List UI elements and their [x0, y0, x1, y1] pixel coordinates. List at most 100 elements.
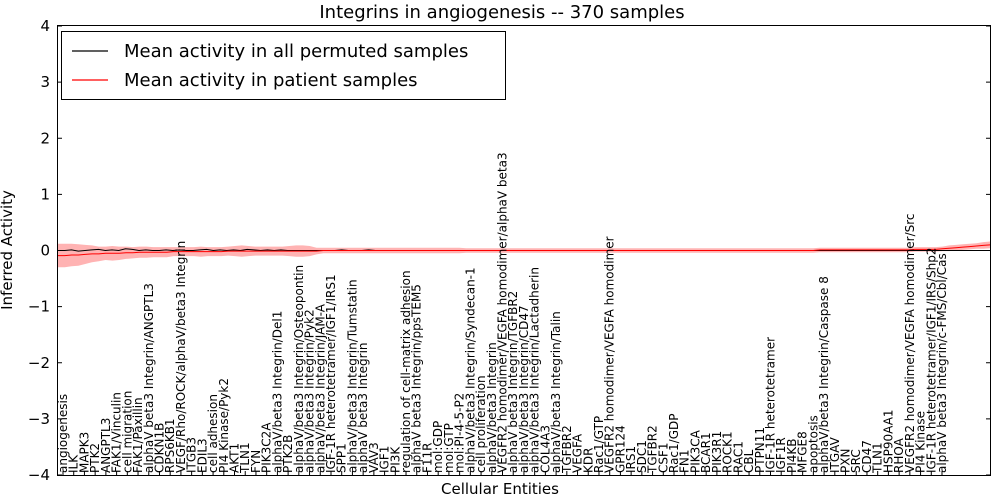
entity-label: TGFBR2 — [646, 425, 660, 474]
entity-label: TLN1 — [871, 442, 885, 474]
entity-label: PIK3CA — [689, 429, 703, 473]
entity-label: IRS1 — [624, 446, 638, 473]
entity-label: PTK2 — [88, 443, 102, 473]
entity-label: alphaV beta3 Integrin/TGFBR2 — [506, 291, 520, 473]
entity-label: PI4 Kinase/Pyk2 — [217, 378, 231, 473]
entity-label: AKT1 — [228, 443, 242, 473]
patient-confidence-band — [58, 241, 990, 268]
entity-label: Rac1/GDP — [667, 414, 681, 473]
entity-label: alphaV/beta3 Integrin/Talin — [549, 311, 563, 473]
entity-label: RHOA — [892, 437, 906, 473]
entity-label: PI4KB — [785, 438, 799, 473]
entity-label: PIK3C2A — [260, 422, 274, 473]
entity-label: alphaV/beta3 Integrin/JAM-A — [313, 303, 327, 473]
entity-label: FAK1/Paxillin — [131, 397, 145, 473]
entity-label: mol:GTP — [442, 423, 456, 473]
entity-label: alphaV/beta3 Integrin/Osteopontin — [292, 265, 306, 473]
entity-label: RAC1 — [731, 441, 745, 473]
entity-label: apoptosis — [806, 415, 820, 473]
entity-label: ROCK1 — [721, 431, 735, 473]
entity-label: alphaV/beta3 Integrin/Del1 — [270, 311, 284, 473]
y-tick-label: −4 — [28, 466, 50, 484]
entity-label: TGFBR2 — [560, 425, 574, 474]
entity-label: RPS6KB1 — [163, 418, 177, 473]
entity-label: PI3K — [388, 446, 402, 473]
entity-label: SPP1 — [335, 443, 349, 473]
entity-label: VEGFR2 homodimer/VEGFA homodimer/alphaV … — [496, 152, 510, 473]
entity-label: alphaV beta3 Integrin/ANGPTL3 — [142, 283, 156, 473]
entity-label: VEGFA — [571, 433, 585, 473]
y-tick-label: 2 — [40, 129, 50, 147]
entity-label: mol:PI-4-5-P2 — [453, 393, 467, 473]
entity-label: Rac1/GTP — [592, 416, 606, 473]
series-line-patient — [58, 244, 991, 257]
entity-label: VAV3 — [367, 442, 381, 473]
legend-box — [61, 31, 506, 100]
x-axis-label: Cellular Entities — [441, 480, 559, 498]
y-axis: −4 −3 −2 −1 0 1 2 3 4 — [28, 17, 990, 484]
entity-label: alphaV/beta3 Integrin/Syndecan-1 — [463, 267, 477, 473]
entity-label: IGF-1R heterotetramer/IGF1/IRS/Shp2 — [924, 247, 938, 473]
entity-label: alphaV/beta3 Integrin — [485, 342, 499, 473]
entity-label: cell adhesion — [206, 394, 220, 473]
entity-label: TLN1 — [238, 442, 252, 474]
y-tick-label: −1 — [28, 298, 50, 316]
entity-label: IGF1R — [774, 437, 788, 473]
entity-label: HSP90AA1 — [881, 409, 895, 473]
legend-label-permuted: Mean activity in all permuted samples — [124, 41, 468, 62]
entity-label: ANGPTL3 — [99, 418, 113, 473]
entity-label: PXN — [839, 449, 853, 473]
entity-label: PTPN11 — [753, 427, 767, 473]
entity-label: alphaV beta3 Integrin — [356, 342, 370, 473]
entity-label: SDC1 — [635, 440, 649, 473]
entity-label: alphaV beta3 Integrin/ppsTEM5 — [410, 284, 424, 473]
entity-label: FN1 — [678, 449, 692, 473]
y-tick-label: 3 — [40, 73, 50, 91]
entity-label: VEGF/Rho/ROCK/alphaV/beta3 Integrin — [174, 241, 188, 473]
plot-area — [58, 241, 991, 268]
legend-label-patient: Mean activity in patient samples — [124, 70, 418, 91]
entity-label: VEGFR2 homodimer/VEGFA homodimer/Src — [903, 213, 917, 473]
entity-label: MAPK3 — [77, 432, 91, 473]
entity-label: alphaV/beta3 Integrin/Pyk2 — [303, 309, 317, 473]
entity-label: alphaV beta3 Integrin/c-FMS/Cbl/Cas — [935, 253, 949, 473]
y-axis-label: Inferred Activity — [0, 190, 16, 310]
entity-label: BCAR1 — [699, 432, 713, 473]
entity-label: alphaV/beta3 Integrin/Tumstatin — [345, 279, 359, 473]
plot-frame — [57, 25, 991, 476]
entity-label: CBL — [742, 449, 756, 473]
y-tick-label: 4 — [40, 17, 50, 35]
entity-label: KDR — [581, 448, 595, 473]
y-tick-label: −3 — [28, 410, 50, 428]
legend: Mean activity in all permuted samples Me… — [61, 31, 506, 100]
entity-label: alphaV/beta3 Integrin/Caspase 8 — [817, 276, 831, 473]
entity-label: CD47 — [860, 440, 874, 473]
entity-label: MFGE8 — [796, 431, 810, 473]
entity-label: VEGFR2 homodimer/VEGFA homodimer — [603, 236, 617, 473]
entity-label: mol:GDP — [431, 421, 445, 473]
entity-label: alphaV/beta3 Integrin/Lactadherin — [528, 267, 542, 473]
entity-label: ILK — [67, 454, 81, 473]
entity-label: cell migration — [120, 391, 134, 473]
entity-label: FYN — [249, 450, 263, 473]
entity-label: PTK2B — [281, 435, 295, 473]
entity-label: PIK3R1 — [710, 431, 724, 473]
entity-label: CDKN1B — [153, 423, 167, 473]
entity-label: alphaV/beta3 Integrin/CD47 — [517, 305, 531, 473]
x-axis-entity-labels: angiogenesisILKMAPK3PTK2ANGPTL3FAK1/Vinc… — [56, 152, 949, 475]
entity-label: IGF1 — [378, 446, 392, 473]
entity-label: angiogenesis — [56, 394, 70, 473]
entity-label: CSF1 — [656, 442, 670, 473]
entity-label: regulation of cell-matrix adhesion — [399, 270, 413, 473]
entity-label: COL4A3 — [538, 425, 552, 473]
entity-label: SRC — [849, 449, 863, 473]
entity-label: FAK1/Vinculin — [110, 392, 124, 473]
entity-label: cell proliferation — [474, 375, 488, 473]
y-tick-label: 0 — [40, 242, 50, 260]
entity-label: F11R — [421, 442, 435, 473]
entity-label: EDIL3 — [195, 438, 209, 473]
entity-label: IGF-1R heterotetramer — [764, 337, 778, 473]
entity-label: IGF-1R heterotetramer/IGF1/IRS1 — [324, 274, 338, 473]
chart-title: Integrins in angiogenesis -- 370 samples — [319, 2, 684, 23]
entity-label: ITGB3 — [185, 437, 199, 473]
